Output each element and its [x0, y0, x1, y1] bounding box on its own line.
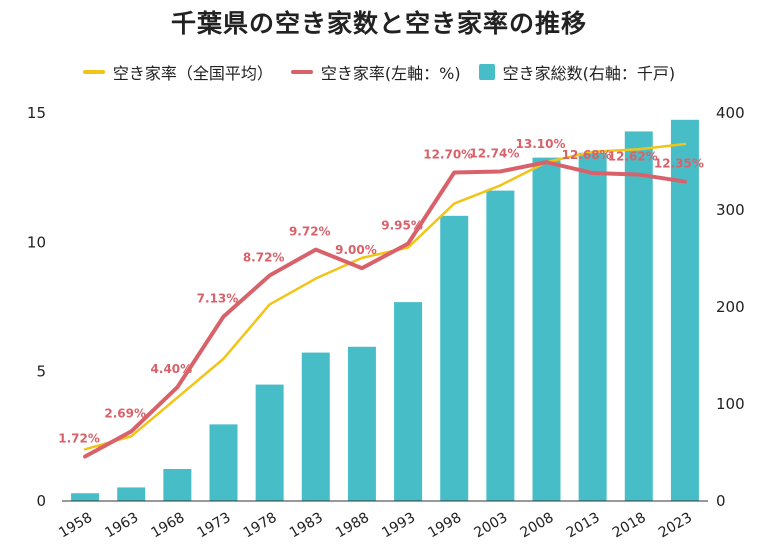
right-axis-tick-label: 0	[716, 492, 726, 510]
data-label: 9.00%	[335, 243, 377, 257]
bar	[486, 190, 515, 501]
x-axis-tick-label: 1978	[241, 510, 280, 542]
left-axis-tick-label: 5	[36, 363, 46, 381]
data-label: 12.70%	[423, 147, 473, 161]
bar	[532, 157, 561, 501]
bar	[394, 302, 423, 501]
legend-label-national-rate: 空き家率（全国平均）	[112, 64, 273, 83]
bar	[209, 424, 238, 501]
x-axis-tick-label: 1988	[333, 510, 372, 542]
legend-swatch-chiba-rate	[290, 70, 313, 74]
x-axis-tick-label: 1993	[379, 510, 418, 542]
legend-item-vacant-total: 空き家総数(右軸：千戸)	[478, 60, 676, 84]
x-axis-tick-label: 1963	[102, 510, 141, 542]
x-axis-tick-label: 1998	[425, 510, 464, 542]
x-axis-tick-label: 1973	[195, 510, 234, 542]
data-label: 2.69%	[104, 406, 146, 420]
x-axis-tick-label: 2008	[518, 510, 557, 542]
data-label: 12.35%	[654, 157, 704, 171]
x-axis-tick-label: 2003	[471, 510, 510, 542]
right-axis-tick-label: 100	[716, 395, 745, 413]
line-series-national-rate	[83, 142, 687, 451]
legend-swatch-national-rate	[82, 70, 105, 74]
bar	[71, 493, 100, 501]
right-axis-tick-label: 300	[716, 201, 745, 219]
x-axis-tick-label: 2018	[610, 510, 649, 542]
bar	[117, 487, 146, 501]
data-label: 13.10%	[516, 137, 566, 151]
data-label: 12.62%	[608, 150, 658, 164]
x-axis-tick-label: 1968	[148, 510, 187, 542]
bar	[440, 215, 469, 501]
bar	[347, 346, 376, 501]
line-series-chiba-rate	[83, 160, 687, 459]
right-axis-tick-label: 200	[716, 298, 745, 316]
legend-label-chiba-rate: 空き家率(左軸：%)	[320, 64, 461, 83]
legend: 空き家率（全国平均） 空き家率(左軸：%) 空き家総数(右軸：千戸)	[0, 60, 758, 84]
data-label: 4.40%	[151, 362, 193, 376]
data-label: 12.74%	[469, 146, 519, 160]
left-axis-tick-label: 0	[36, 492, 46, 510]
chart-title: 千葉県の空き家数と空き家率の推移	[170, 9, 587, 38]
legend-item-national-rate: 空き家率（全国平均）	[82, 60, 273, 84]
bar	[255, 384, 284, 501]
data-labels: 1.72% 2.69% 4.40% 7.13% 8.72% 9.72% 9.00% 9.95%…	[58, 137, 704, 445]
bar	[578, 152, 607, 501]
legend-item-chiba-rate: 空き家率(左軸：%)	[290, 60, 461, 84]
left-axis-tick-label: 10	[27, 233, 46, 251]
series-line-chiba-rate	[83, 160, 687, 459]
data-label: 7.13%	[197, 292, 239, 306]
x-axis-tick-label: 1958	[56, 510, 95, 542]
bar	[624, 131, 653, 501]
bar	[301, 352, 330, 501]
bar	[670, 119, 699, 501]
bar-series-vacant-total	[71, 119, 699, 501]
data-label: 8.72%	[243, 250, 285, 264]
right-axis-tick-label: 400	[716, 104, 745, 122]
x-axis-tick-label: 2023	[656, 510, 695, 542]
left-axis-tick-label: 15	[27, 104, 46, 122]
series-line-national-rate	[83, 142, 687, 451]
data-label: 9.95%	[381, 219, 423, 233]
legend-label-vacant-total: 空き家総数(右軸：千戸)	[502, 64, 676, 83]
bar	[163, 468, 192, 501]
data-label: 1.72%	[58, 432, 100, 446]
data-label: 12.68%	[562, 148, 612, 162]
x-axis-tick-label: 2013	[564, 510, 603, 542]
data-label: 9.72%	[289, 225, 331, 239]
x-axis-tick-label: 1983	[287, 510, 326, 542]
legend-swatch-vacant-total	[478, 64, 495, 80]
